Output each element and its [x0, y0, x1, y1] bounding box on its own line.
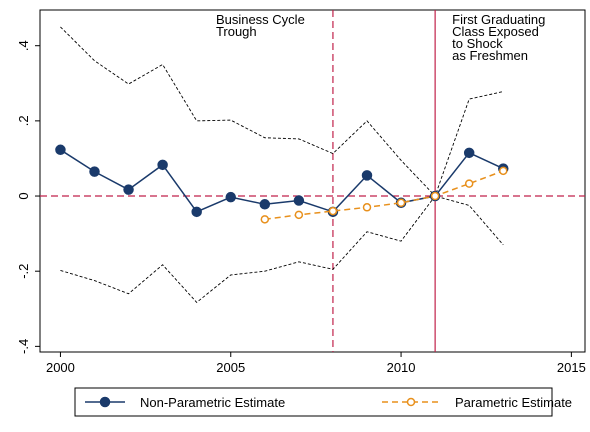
marker [362, 203, 372, 212]
annotation: Class Exposed [452, 24, 539, 39]
y-tick-label: -.2 [16, 264, 31, 279]
y-tick-label: .4 [16, 40, 31, 51]
plot-frame [39, 9, 586, 353]
marker [361, 170, 373, 181]
marker [464, 179, 474, 188]
marker [463, 147, 475, 159]
legend-label: Parametric Estimate [455, 395, 572, 410]
legend-box [74, 387, 553, 417]
x-tick-label: 2000 [46, 360, 75, 375]
series-line [60, 149, 504, 213]
marker [294, 210, 304, 220]
x-tick-label: 2005 [216, 360, 245, 375]
marker [260, 215, 270, 224]
marker [191, 206, 202, 218]
annotation: to Shock [452, 36, 503, 51]
marker [55, 144, 66, 156]
annotation: First Graduating [452, 12, 545, 27]
annotation: as Freshmen [452, 48, 528, 63]
marker [430, 191, 440, 201]
marker [328, 206, 338, 216]
marker [225, 191, 236, 203]
marker [123, 184, 134, 195]
marker [293, 195, 305, 206]
annotation: Business Cycle [216, 12, 305, 27]
y-tick-label: 0 [16, 192, 31, 199]
legend-label: Non-Parametric Estimate [140, 395, 285, 410]
ci-line [60, 26, 504, 197]
annotation: Trough [216, 24, 257, 39]
legend-marker [406, 397, 416, 407]
marker [396, 198, 406, 208]
x-tick-label: 2010 [387, 360, 416, 375]
marker [89, 166, 100, 177]
y-tick-label: .2 [16, 115, 31, 126]
marker [499, 166, 508, 176]
series-line [264, 170, 504, 221]
x-tick-label: 2015 [557, 360, 586, 375]
marker [157, 159, 168, 171]
legend-marker [99, 396, 111, 408]
marker [259, 199, 271, 210]
y-tick-label: -.4 [16, 339, 31, 354]
